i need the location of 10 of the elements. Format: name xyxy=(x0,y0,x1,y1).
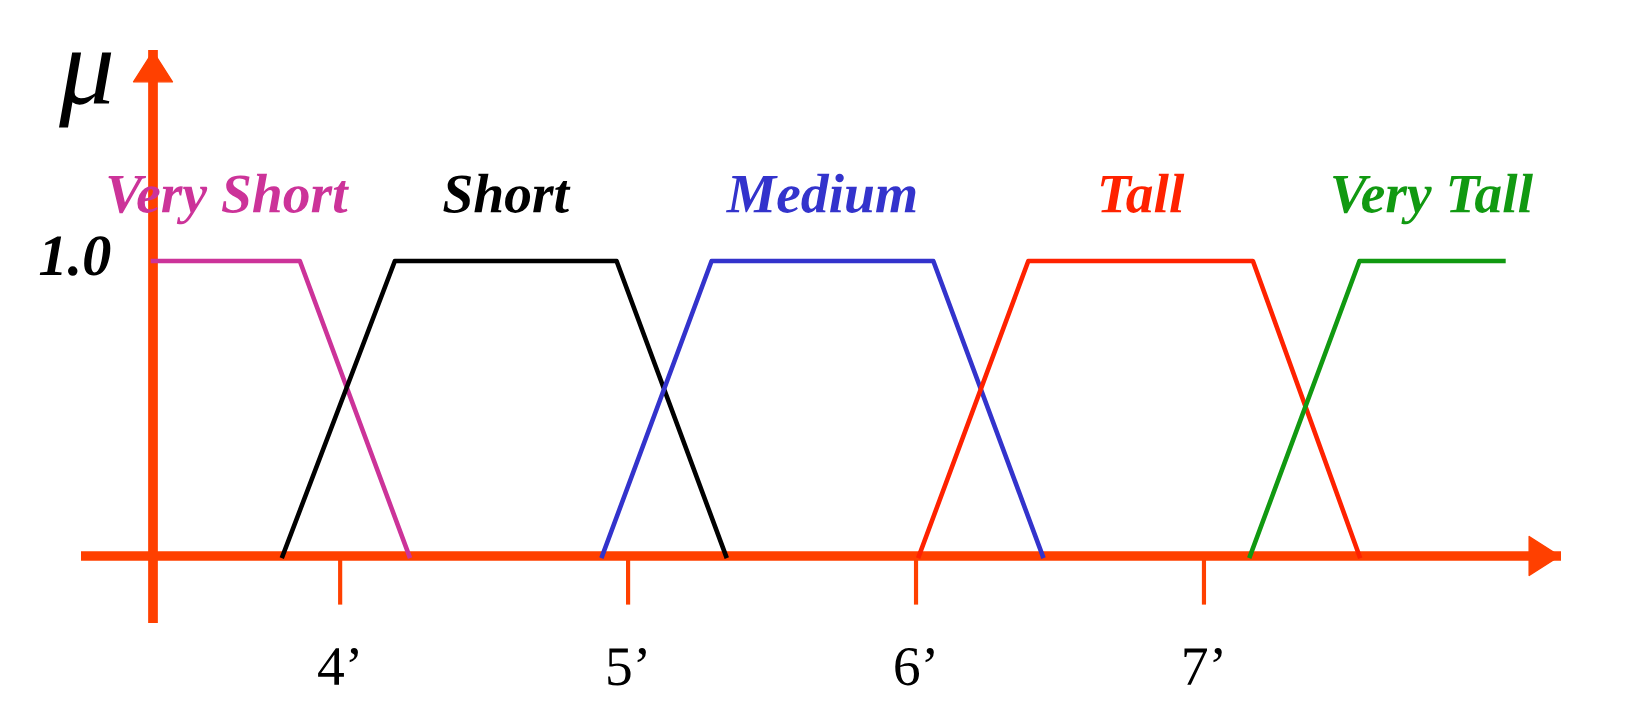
series-label: Short xyxy=(443,173,571,213)
x-tick-label: 6’ xyxy=(895,647,934,686)
x-tick-label: 4’ xyxy=(318,647,358,685)
series-label: Very Tall xyxy=(1333,173,1533,225)
series-label: Tall xyxy=(1100,173,1185,213)
y-axis-title: μ xyxy=(59,52,112,128)
text: 1.0 xyxy=(39,236,111,276)
x-tick-label: 5’ xyxy=(608,647,646,686)
series-label: Medium xyxy=(726,173,916,213)
x-tick-label: 7’ xyxy=(1184,647,1222,685)
